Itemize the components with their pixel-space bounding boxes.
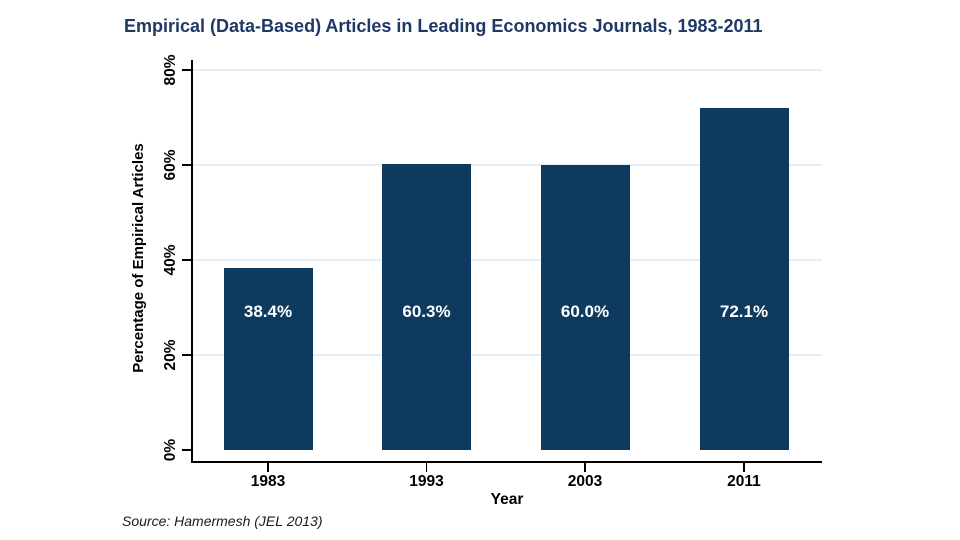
gridline-80%: [193, 69, 822, 71]
bar-1983: [223, 267, 313, 450]
y-tick-label-80%: 80%: [162, 54, 179, 86]
x-tick-label-2003: 2003: [567, 473, 603, 490]
source-note: Source: Hamermesh (JEL 2013): [122, 513, 323, 529]
x-tick-label-1993: 1993: [409, 473, 444, 490]
x-tick-label-2011: 2011: [727, 473, 761, 490]
y-tick-60%: [182, 164, 191, 166]
bar-value-label-1993: 60.3%: [402, 302, 451, 321]
y-tick-label-60%: 60%: [162, 149, 179, 181]
bar-1993: [382, 163, 471, 450]
bar-2011: [699, 107, 789, 450]
y-axis-title: Percentage of Empirical Articles: [130, 143, 147, 373]
chart-title: Empirical (Data-Based) Articles in Leadi…: [124, 16, 763, 36]
y-tick-40%: [182, 259, 191, 261]
x-tick-2011: [743, 462, 745, 472]
x-axis-title: Year: [490, 491, 524, 508]
bar-value-label-2003: 60.0%: [560, 302, 610, 321]
y-tick-80%: [182, 69, 191, 71]
y-axis-line: [191, 60, 193, 463]
x-tick-1993: [425, 462, 428, 472]
gridline-40%: [193, 259, 822, 261]
x-tick-label-1983: 1983: [250, 473, 286, 490]
y-tick-label-20%: 20%: [162, 339, 179, 371]
x-tick-2003: [584, 462, 586, 472]
y-tick-20%: [182, 354, 191, 356]
x-tick-1983: [267, 462, 269, 472]
x-axis-line: [191, 461, 822, 463]
y-tick-0%: [182, 449, 191, 451]
gridline-60%: [193, 164, 822, 166]
y-tick-label-0%: 0%: [162, 438, 179, 462]
gridline-20%: [193, 354, 822, 356]
bar-2003: [540, 165, 630, 450]
y-tick-label-40%: 40%: [162, 244, 179, 276]
bar-value-label-1983: 38.4%: [243, 302, 293, 321]
bar-value-label-2011: 72.1%: [719, 302, 769, 321]
